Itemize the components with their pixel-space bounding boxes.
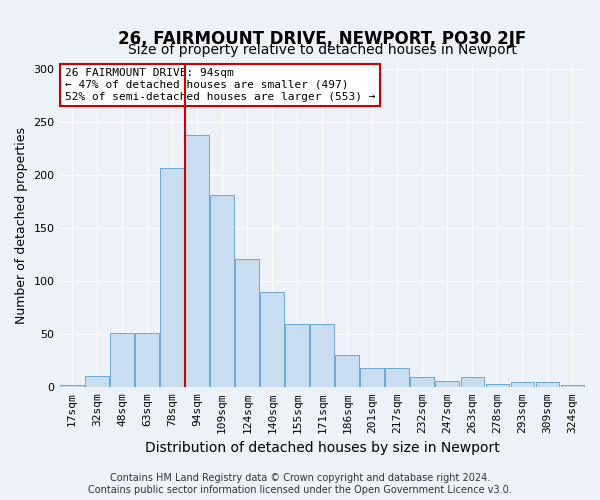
Bar [410, 376, 434, 388]
Bar [185, 134, 209, 388]
Bar [361, 368, 384, 388]
Bar [485, 384, 509, 388]
Bar [335, 356, 359, 388]
Bar [135, 333, 159, 388]
Bar [436, 381, 459, 388]
Text: Contains HM Land Registry data © Crown copyright and database right 2024.
Contai: Contains HM Land Registry data © Crown c… [88, 474, 512, 495]
Bar [60, 385, 84, 388]
Y-axis label: Number of detached properties: Number of detached properties [15, 127, 28, 324]
Text: Size of property relative to detached houses in Newport: Size of property relative to detached ho… [128, 43, 517, 57]
Bar [536, 382, 559, 388]
Bar [260, 292, 284, 388]
X-axis label: Distribution of detached houses by size in Newport: Distribution of detached houses by size … [145, 441, 500, 455]
Bar [511, 382, 535, 388]
Bar [160, 168, 184, 388]
Bar [110, 333, 134, 388]
Bar [286, 324, 309, 388]
Bar [385, 368, 409, 388]
Bar [310, 324, 334, 388]
Bar [210, 195, 234, 388]
Title: 26, FAIRMOUNT DRIVE, NEWPORT, PO30 2JF: 26, FAIRMOUNT DRIVE, NEWPORT, PO30 2JF [118, 30, 526, 48]
Bar [235, 259, 259, 388]
Bar [461, 376, 484, 388]
Bar [560, 385, 584, 388]
Text: 26 FAIRMOUNT DRIVE: 94sqm
← 47% of detached houses are smaller (497)
52% of semi: 26 FAIRMOUNT DRIVE: 94sqm ← 47% of detac… [65, 68, 375, 102]
Bar [85, 376, 109, 388]
